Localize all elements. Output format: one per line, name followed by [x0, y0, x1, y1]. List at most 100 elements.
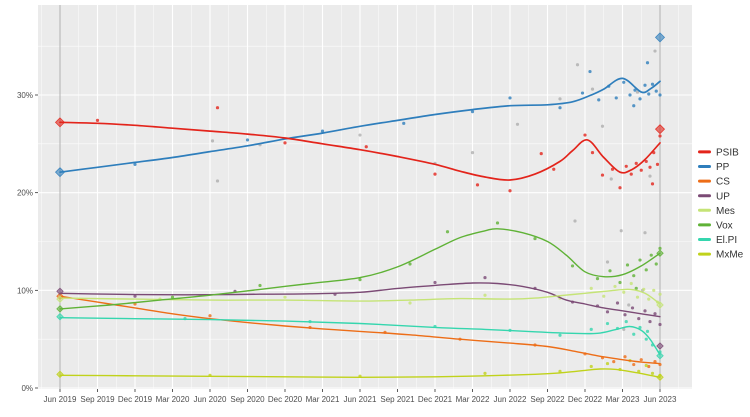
- poll-dot: [630, 306, 635, 310]
- poll-dot: [539, 151, 543, 156]
- legend-item-PSIB: PSIB: [698, 148, 739, 159]
- poll-dot: [575, 63, 580, 67]
- election-result-UP-2023: [656, 342, 664, 350]
- poll-dot: [645, 329, 650, 333]
- x-axis-tick-label: Mar 2020: [156, 395, 190, 404]
- poll-dot: [495, 221, 500, 225]
- poll-dot: [638, 325, 642, 330]
- poll-dot: [408, 262, 412, 266]
- x-axis-tick-label: Mar 2022: [456, 395, 490, 404]
- poll-dot: [589, 327, 593, 331]
- legend-swatch-MxMe: [698, 252, 711, 256]
- y-axis: 0% 10% 20% 30%: [17, 91, 38, 393]
- trend-line-PSIB: [59, 121, 661, 181]
- poll-dot: [215, 179, 220, 183]
- poll-dot: [570, 264, 575, 268]
- x-axis-tick-label: Jun 2021: [344, 395, 377, 404]
- election-result-PSIB-2019: [54, 117, 66, 128]
- poll-dot: [648, 319, 652, 324]
- poll-dot: [648, 174, 652, 178]
- poll-dot: [634, 161, 638, 165]
- trend-line-CS: [59, 295, 661, 365]
- poll-dot: [470, 110, 475, 114]
- poll-dot: [638, 258, 642, 262]
- poll-dot: [642, 287, 646, 291]
- poll-dot: [622, 80, 626, 84]
- poll-scatter-PSIB: [95, 106, 662, 193]
- poll-dot: [637, 369, 641, 373]
- x-axis: Jun 2019 Sep 2019 Dec 2019 Mar 2020 Jun 2020…: [44, 389, 677, 404]
- poll-dot: [133, 294, 137, 298]
- poll-dot: [623, 313, 627, 317]
- poll-dot: [615, 301, 620, 305]
- poll-dot: [648, 165, 652, 169]
- poll-dot: [605, 260, 610, 264]
- poll-dot: [583, 133, 587, 137]
- poll-dot: [618, 186, 622, 190]
- legend-swatch-El.PI: [698, 238, 711, 241]
- poll-dot: [632, 274, 636, 278]
- poll-dot: [580, 91, 585, 95]
- poll-dot: [643, 83, 647, 87]
- election-result-Mes-2023: [656, 301, 664, 309]
- poll-dot: [658, 292, 662, 296]
- plot-panel: [38, 5, 692, 389]
- legend-label: CS: [716, 177, 730, 188]
- election-result-El.PI-2023: [656, 352, 664, 360]
- election-result-Vox-2019: [56, 305, 64, 313]
- x-axis-tick-label: Sep 2021: [380, 395, 415, 404]
- poll-dot: [573, 219, 577, 223]
- legend-swatch-CS: [698, 179, 711, 183]
- poll-dot: [433, 172, 437, 176]
- election-result-PSIB-2023: [654, 124, 666, 135]
- poll-dot: [647, 297, 651, 301]
- poll-dot: [653, 360, 657, 364]
- poll-dot: [358, 277, 362, 282]
- poll-dot: [653, 49, 657, 53]
- poll-scatter-other: [210, 49, 657, 331]
- y-axis-tick-label: 20%: [17, 189, 33, 198]
- poll-dot: [133, 162, 137, 166]
- poll-dot: [644, 363, 648, 368]
- poll-dot: [608, 269, 612, 273]
- legend-swatch-PSIB: [698, 150, 711, 154]
- poll-dot: [639, 168, 643, 172]
- x-axis-tick-label: Dec 2022: [568, 395, 603, 404]
- legend-label: El.PI: [716, 235, 737, 246]
- poll-dot: [590, 151, 595, 155]
- poll-dot: [614, 96, 618, 100]
- poll-dot: [644, 337, 648, 341]
- poll-dot: [639, 358, 643, 362]
- poll-dot: [650, 371, 655, 375]
- poll-dot: [638, 97, 642, 101]
- legend-swatch-Mes: [698, 208, 711, 212]
- poll-dot: [483, 276, 487, 280]
- poll-dot: [600, 124, 605, 128]
- poll-dot: [210, 139, 215, 143]
- poll-dot: [605, 310, 610, 314]
- poll-dot: [245, 138, 250, 142]
- x-axis-tick-label: Jun 2020: [194, 395, 227, 404]
- x-axis-tick-label: Dec 2021: [418, 395, 453, 404]
- legend-item-El.PI: El.PI: [698, 235, 737, 246]
- poll-dot: [283, 295, 287, 299]
- poll-dot: [558, 333, 562, 337]
- poll-dot: [625, 263, 630, 267]
- poll-dot: [170, 295, 175, 299]
- poll-scatter-Mes: [158, 281, 662, 305]
- poll-dot: [483, 293, 487, 297]
- poll-dot: [475, 183, 480, 187]
- poll-dot: [643, 309, 647, 313]
- poll-dot: [623, 355, 627, 359]
- poll-dot: [402, 121, 406, 125]
- x-axis-tick-label: Sep 2020: [230, 395, 265, 404]
- poll-dot: [632, 104, 636, 108]
- election-result-El.PI-2019: [56, 312, 64, 321]
- poll-dot: [632, 332, 636, 336]
- legend-label: Mes: [716, 206, 735, 217]
- poll-dot: [358, 133, 362, 137]
- poll-dot: [634, 286, 638, 290]
- poll-dot: [649, 253, 653, 257]
- legend-item-MxMe: MxMe: [698, 250, 744, 261]
